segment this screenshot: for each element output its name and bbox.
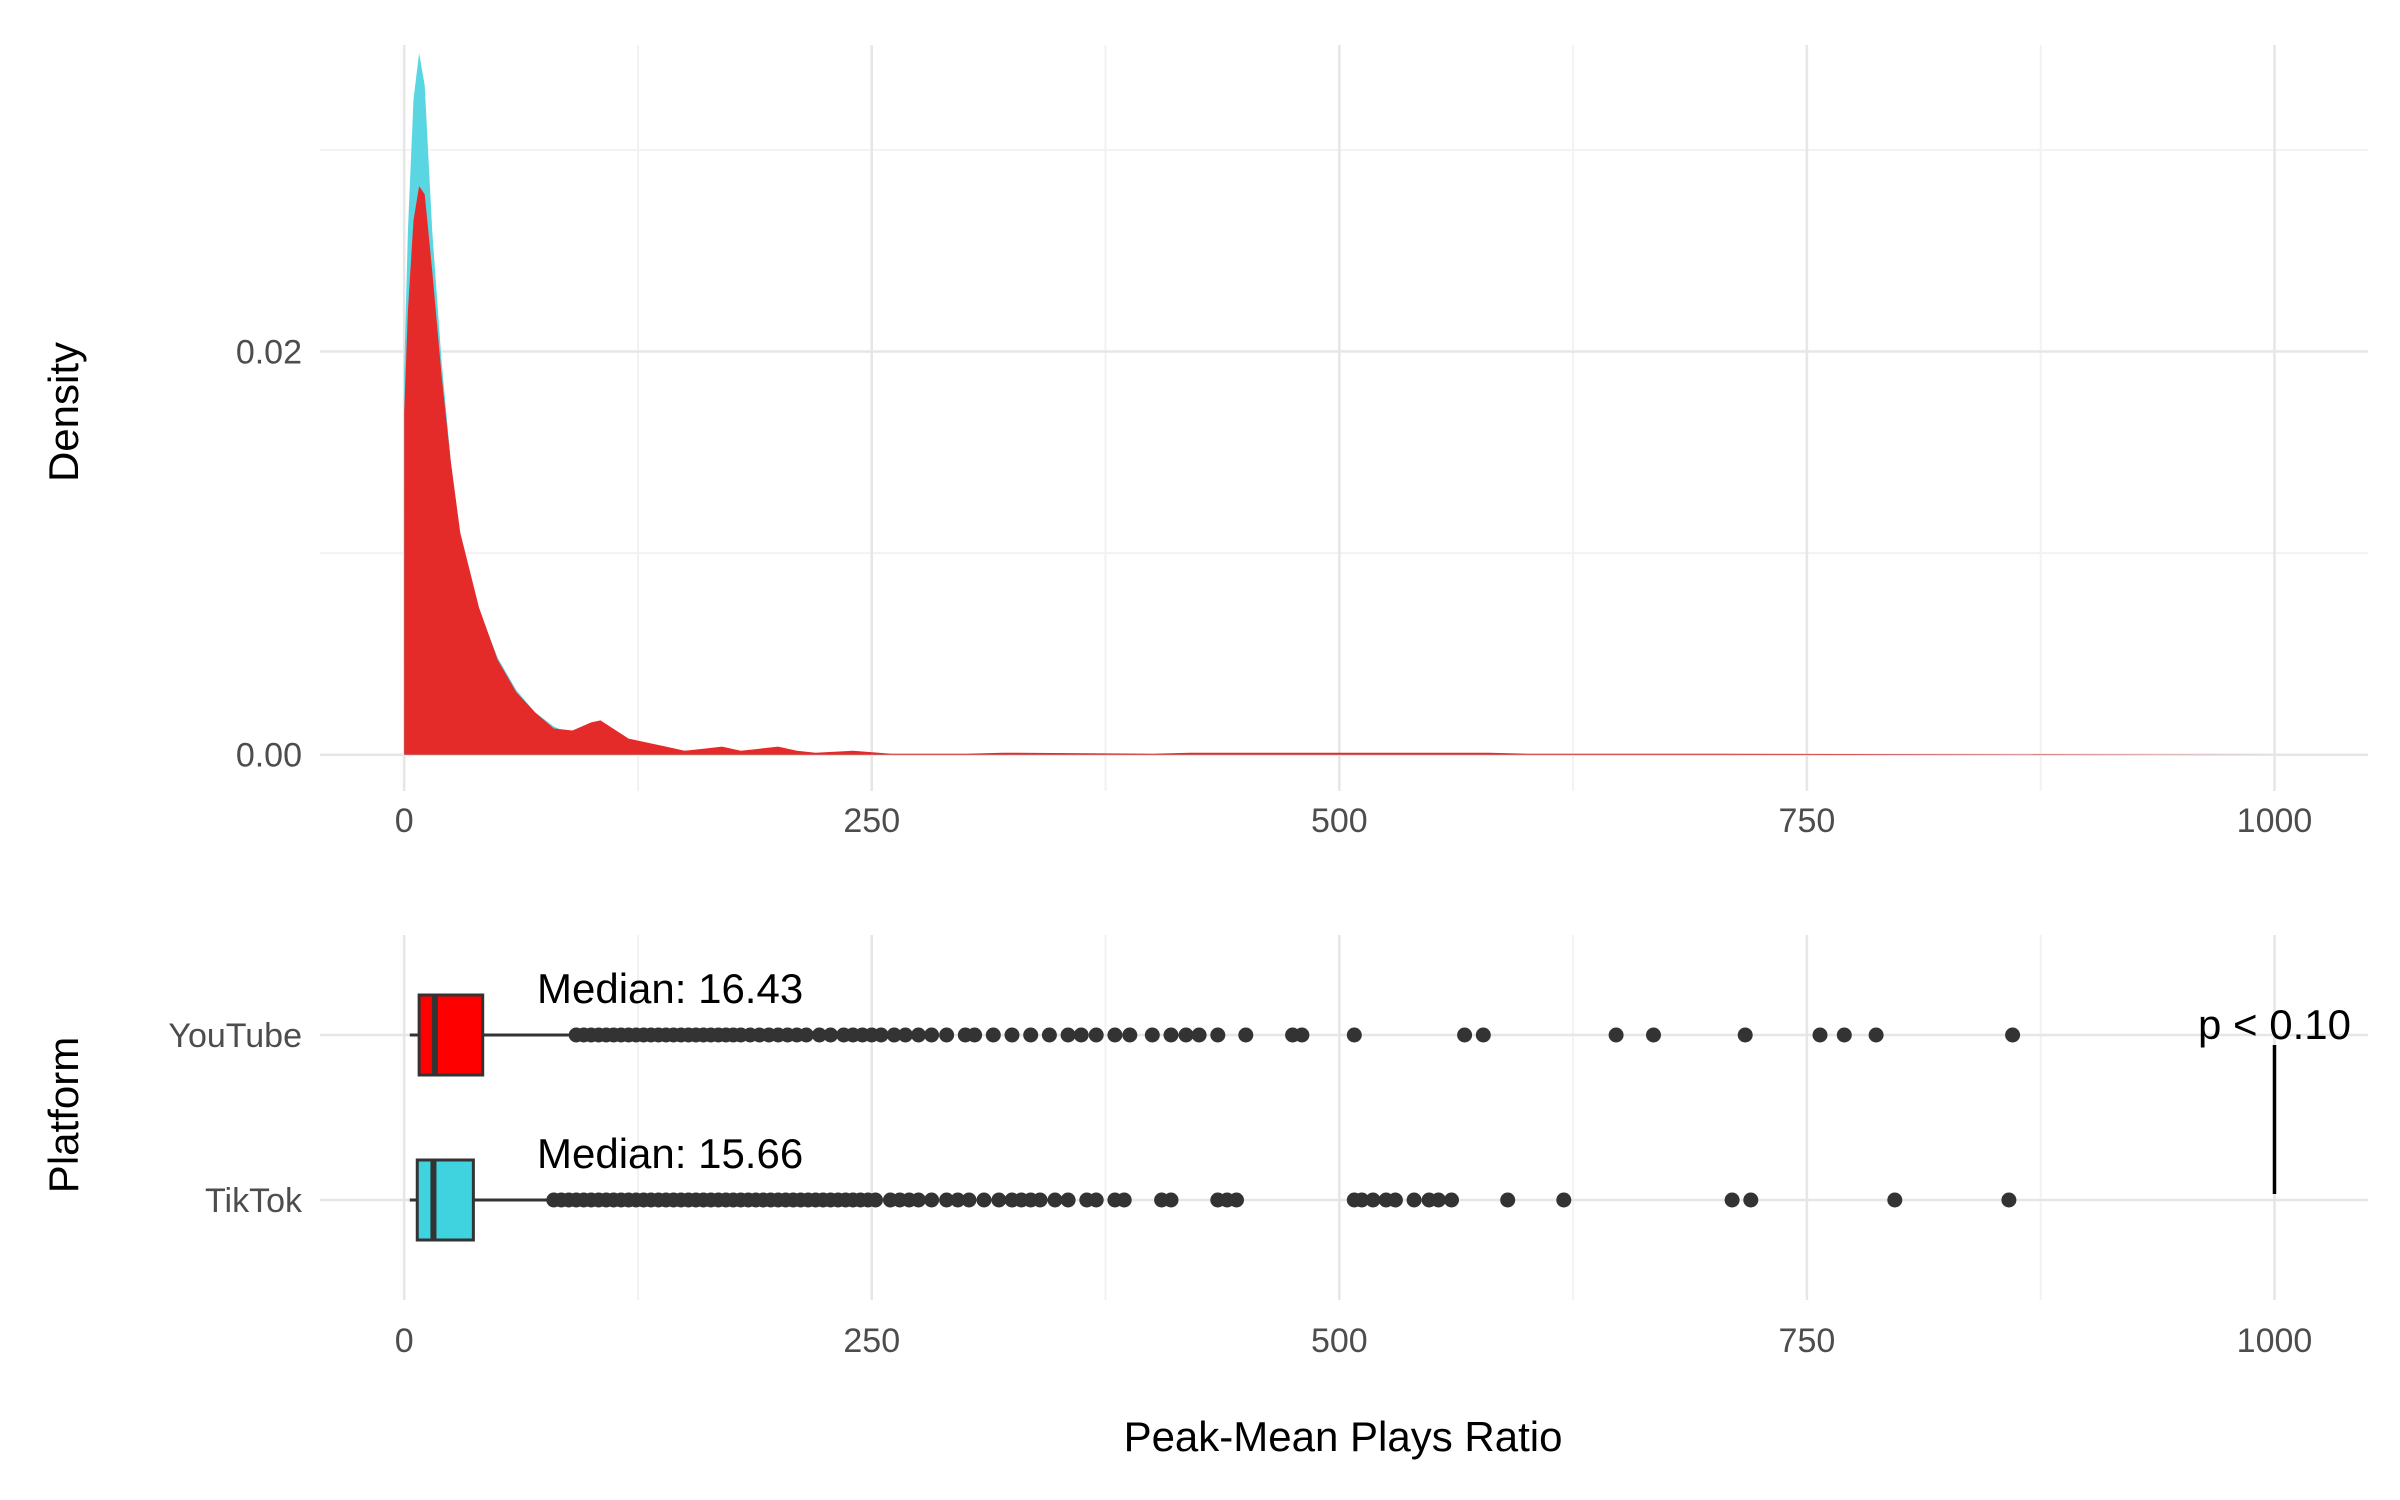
youtube-outlier-point	[1004, 1027, 1020, 1043]
density-x-tick-label: 750	[1779, 802, 1836, 840]
box-x-tick-label: 500	[1311, 1322, 1368, 1360]
youtube-outlier-point	[1646, 1027, 1661, 1043]
youtube-outlier-point	[1475, 1027, 1491, 1043]
boxplot-panel: Median: 16.43 Median: 15.66 YouTube TikTok 0…	[168, 935, 2368, 1360]
tiktok-outlier-point	[1444, 1192, 1459, 1208]
youtube-outlier-point	[1812, 1027, 1828, 1043]
youtube-outlier-point	[1060, 1027, 1076, 1043]
youtube-outlier-point	[1178, 1027, 1194, 1043]
youtube-outlier-point	[1163, 1027, 1179, 1043]
tiktok-outlier-point	[1887, 1192, 1903, 1208]
tiktok-outlier-point	[1556, 1192, 1572, 1208]
youtube-outlier-point	[873, 1027, 889, 1043]
youtube-outlier-point	[1122, 1027, 1138, 1043]
youtube-outlier-point	[1088, 1027, 1104, 1043]
density-x-tick-label: 1000	[2237, 802, 2313, 840]
platform-tick-label: YouTube	[168, 1017, 302, 1055]
youtube-outlier-point	[1868, 1027, 1884, 1043]
youtube-box	[417, 993, 485, 1077]
platform-tick-label: TikTok	[205, 1182, 303, 1220]
youtube-outlier-point	[1238, 1027, 1254, 1043]
tiktok-outlier-point	[1354, 1192, 1370, 1208]
density-x-tick-label: 500	[1311, 802, 1368, 840]
youtube-outlier-point	[798, 1027, 814, 1043]
youtube-outlier-point	[1107, 1027, 1123, 1043]
youtube-outlier-point	[1457, 1027, 1473, 1043]
tiktok-outlier-point	[976, 1192, 992, 1208]
density-y-tick-label: 0.02	[236, 333, 302, 371]
youtube-outlier-point	[1346, 1027, 1362, 1043]
tiktok-outlier-point	[1060, 1192, 1076, 1208]
x-axis-title: Peak-Mean Plays Ratio	[1124, 1413, 1563, 1460]
youtube-outlier-point	[1144, 1027, 1160, 1043]
youtube-median-label: Median: 16.43	[537, 965, 803, 1012]
density-x-tick-label: 0	[395, 802, 414, 840]
box-x-tick-label: 250	[843, 1322, 900, 1360]
youtube-outlier-point	[811, 1027, 827, 1043]
youtube-outlier-point	[967, 1027, 983, 1043]
youtube-outlier-point	[897, 1027, 913, 1043]
tiktok-outlier-point	[961, 1192, 977, 1208]
tiktok-outlier-point	[1163, 1192, 1179, 1208]
tiktok-outlier-point	[1387, 1192, 1403, 1208]
tiktok-outlier-point	[924, 1192, 940, 1208]
youtube-outlier-point	[1191, 1027, 1207, 1043]
youtube-outlier-point	[924, 1027, 940, 1043]
tiktok-outlier-point	[1088, 1192, 1104, 1208]
youtube-outlier-point	[823, 1027, 839, 1043]
youtube-outlier-point	[911, 1027, 926, 1043]
tiktok-outlier-point	[991, 1192, 1007, 1208]
density-panel: 0 250 500 750 1000 0.00 0.02	[236, 45, 2368, 840]
youtube-outlier-point	[1210, 1027, 1226, 1043]
tiktok-outlier-point	[2001, 1192, 2017, 1208]
tiktok-outlier-point	[1047, 1192, 1063, 1208]
youtube-outlier-point	[1294, 1027, 1310, 1043]
significance-label: p < 0.10	[2198, 1001, 2351, 1048]
tiktok-outlier-point	[1365, 1192, 1381, 1208]
density-y-tick-label: 0.00	[236, 737, 302, 775]
youtube-outlier-point	[1737, 1027, 1753, 1043]
youtube-outlier-point	[1073, 1027, 1089, 1043]
box-x-tick-label: 1000	[2237, 1322, 2313, 1360]
youtube-outlier-point	[886, 1027, 902, 1043]
box-x-tick-label: 0	[395, 1322, 414, 1360]
tiktok-box	[415, 1158, 475, 1242]
youtube-outlier-point	[1023, 1027, 1039, 1043]
tiktok-outlier-point	[1743, 1192, 1759, 1208]
tiktok-outlier-point	[868, 1192, 883, 1208]
tiktok-outlier-point	[1116, 1192, 1132, 1208]
youtube-outlier-point	[2005, 1027, 2021, 1043]
tiktok-outlier-point	[1500, 1192, 1516, 1208]
tiktok-median-label: Median: 15.66	[537, 1130, 803, 1177]
density-x-tick-label: 250	[843, 802, 900, 840]
youtube-outlier-point	[1608, 1027, 1624, 1043]
youtube-outlier-point	[1041, 1027, 1057, 1043]
tiktok-outlier-point	[1724, 1192, 1740, 1208]
tiktok-outlier-point	[911, 1192, 926, 1208]
tiktok-outlier-point	[1431, 1192, 1446, 1208]
platform-axis-title: Platform	[40, 1037, 87, 1193]
youtube-outlier-point	[985, 1027, 1001, 1043]
tiktok-outlier-point	[939, 1192, 955, 1208]
youtube-outlier-point	[1836, 1027, 1852, 1043]
tiktok-outlier-point	[1032, 1192, 1048, 1208]
tiktok-outlier-point	[1229, 1192, 1244, 1208]
density-axis-title: Density	[40, 342, 87, 482]
tiktok-outlier-point	[1406, 1192, 1422, 1208]
youtube-outlier-point	[939, 1027, 955, 1043]
box-x-tick-label: 750	[1779, 1322, 1836, 1360]
tiktok-outlier-point	[950, 1192, 966, 1208]
